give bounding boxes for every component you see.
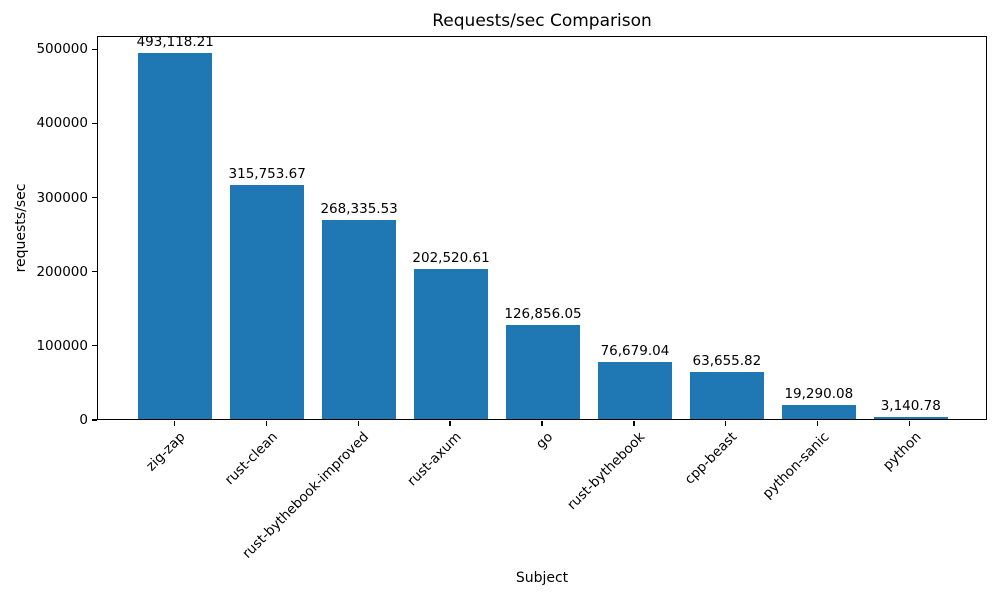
x-tick-mark <box>909 421 911 426</box>
plot-area: 493,118.21 315,753.67 268,335.53 202,520.61… <box>97 34 987 420</box>
x-tick-mark <box>449 421 451 426</box>
bar-rust-bythebook <box>598 362 672 419</box>
y-tick-label: 100000 <box>36 337 88 354</box>
bar-python <box>873 416 948 419</box>
y-tick-mark <box>92 345 97 347</box>
bar-zig-zap <box>138 53 212 419</box>
x-tick-label: python <box>879 429 925 474</box>
bar-python-sanic <box>782 404 856 419</box>
x-tick-label: cpp-beast <box>681 429 741 488</box>
y-tick-label: 500000 <box>36 41 88 58</box>
chart-title: Requests/sec Comparison <box>432 11 652 31</box>
x-tick-mark <box>357 421 359 426</box>
x-tick-mark <box>725 421 727 426</box>
bar-rust-axum <box>414 268 488 419</box>
x-axis-label: Subject <box>515 570 569 586</box>
x-tick-label: rust-axum <box>404 429 465 490</box>
y-tick-mark <box>92 122 97 124</box>
bar-cpp-beast <box>690 371 764 419</box>
bar-rust-clean <box>230 184 304 419</box>
bar-go <box>506 324 580 419</box>
bar-value-label: 268,335.53 <box>320 201 398 217</box>
x-tick-mark <box>173 421 175 426</box>
x-tick-label: zig-zap <box>143 429 189 475</box>
y-tick-label: 400000 <box>36 115 88 132</box>
y-tick-mark <box>92 48 97 50</box>
bar-value-label: 493,118.21 <box>136 34 214 51</box>
bar-value-label: 315,753.67 <box>228 165 306 182</box>
y-tick-label: 200000 <box>36 263 88 280</box>
x-tick-mark <box>541 421 543 426</box>
x-tick-label: go <box>533 429 557 453</box>
y-tick-mark <box>92 419 97 421</box>
x-tick-mark <box>817 421 819 426</box>
bar-value-label: 3,140.78 <box>880 397 941 414</box>
bar-value-label: 202,520.61 <box>412 249 490 266</box>
x-tick-label: rust-clean <box>221 429 281 489</box>
bar-value-label: 19,290.08 <box>784 385 854 402</box>
y-tick-mark <box>92 196 97 199</box>
bar-value-label: 76,679.04 <box>600 343 670 360</box>
x-tick-mark <box>265 421 267 426</box>
y-tick-label: 300000 <box>36 189 88 206</box>
bar-value-label: 126,856.05 <box>504 305 582 322</box>
y-tick-label: 0 <box>79 412 88 428</box>
x-tick-mark <box>633 421 635 426</box>
x-tick-label: rust-bythebook <box>564 429 649 514</box>
bar-value-label: 63,655.82 <box>692 352 762 369</box>
y-tick-mark <box>92 271 97 273</box>
bar-rust-bythebook-improved <box>322 220 396 419</box>
x-tick-label: python-sanic <box>759 429 833 502</box>
